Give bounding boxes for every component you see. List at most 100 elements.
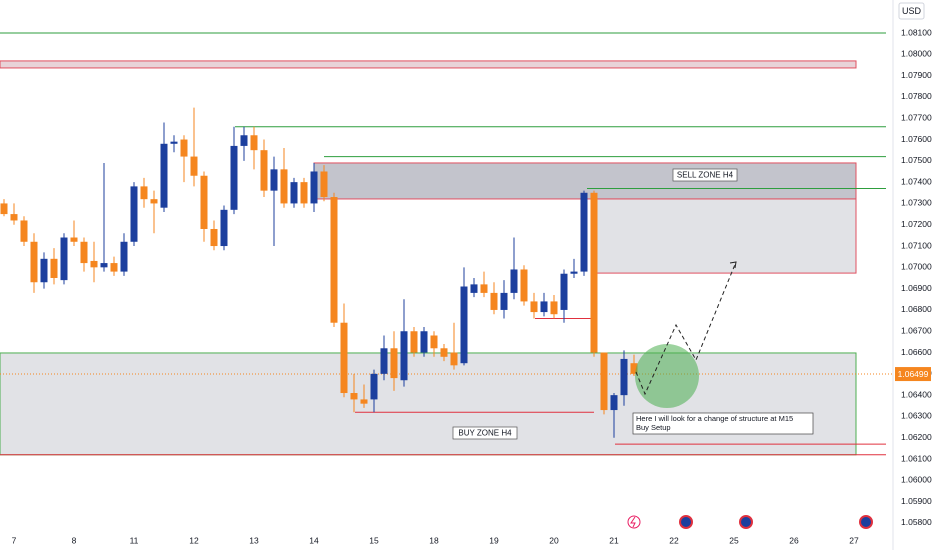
y-tick-label: 1.05900 <box>901 496 932 506</box>
event-icon-bolt <box>630 516 636 528</box>
candle-body <box>260 150 268 191</box>
candle-body <box>300 182 308 204</box>
candle-body <box>500 292 508 310</box>
candle-body <box>530 301 538 313</box>
target-circle <box>635 344 699 408</box>
marks-layer <box>0 107 638 438</box>
currency-box <box>898 2 925 20</box>
y-tick-label: 1.07700 <box>901 112 932 122</box>
candle-body <box>440 348 448 357</box>
candle-body <box>60 237 68 281</box>
x-tick-label: 13 <box>249 535 259 545</box>
candle-body <box>510 269 518 293</box>
y-tick-label: 1.07500 <box>901 155 932 165</box>
candle-body <box>370 373 378 400</box>
x-tick-label: 27 <box>849 535 859 545</box>
zones-layer: SELL ZONE H4 BUY ZONE H4 <box>0 32 893 456</box>
candle-body <box>90 260 98 268</box>
x-tick-label: 12 <box>189 535 199 545</box>
x-tick-label: 21 <box>609 535 619 545</box>
x-tick-label: 26 <box>789 535 799 545</box>
candle-body <box>400 331 408 381</box>
zone-label-box <box>452 426 518 440</box>
event-icon[interactable] <box>679 515 693 529</box>
y-tick-label: 1.06900 <box>901 283 932 293</box>
candle-body <box>540 301 548 313</box>
candle-body <box>240 135 248 146</box>
y-tick-label: 1.07300 <box>901 198 932 208</box>
x-tick-label: 25 <box>729 535 739 545</box>
y-tick-label: 1.07400 <box>901 176 932 186</box>
candle-body <box>210 228 218 247</box>
candle-body <box>330 197 338 323</box>
last-price-box <box>895 367 931 382</box>
x-tick-label: 19 <box>489 535 499 545</box>
candle-body <box>630 363 638 374</box>
annotation-box <box>632 412 814 435</box>
event-icon[interactable] <box>739 515 753 529</box>
candle-body <box>120 241 128 272</box>
zone-label-box <box>672 168 738 182</box>
y-tick-label: 1.06800 <box>901 304 932 314</box>
zone <box>0 352 857 456</box>
zone-label: BUY ZONE H4 <box>458 429 512 438</box>
candle-body <box>170 141 178 144</box>
y-tick-label: 1.07600 <box>901 134 932 144</box>
candle-body <box>580 192 588 272</box>
candle-body <box>430 335 438 349</box>
candle-body <box>20 220 28 242</box>
y-tick-label: 1.06300 <box>901 411 932 421</box>
candle-body <box>390 348 398 379</box>
candle-body <box>100 263 108 268</box>
zone <box>593 198 857 274</box>
candle-body <box>570 271 578 274</box>
candle-body <box>350 393 358 400</box>
candle-body <box>270 169 278 191</box>
currency-label: USD <box>902 6 922 16</box>
y-tick-label: 1.07800 <box>901 91 932 101</box>
candle-body <box>360 399 368 404</box>
candle-body <box>490 292 498 310</box>
candle-body <box>0 203 8 215</box>
y-tick-label: 1.08000 <box>901 49 932 59</box>
candle-body <box>610 395 618 411</box>
candle-body <box>230 145 238 210</box>
candle-body <box>80 241 88 264</box>
candle-body <box>550 301 558 315</box>
candle-body <box>10 214 18 221</box>
candle-body <box>520 269 528 302</box>
candle-body <box>470 284 478 293</box>
y-tick-label: 1.05800 <box>901 517 932 527</box>
x-tick-label: 22 <box>669 535 679 545</box>
projection-path <box>635 261 737 396</box>
y-tick-label: 1.07200 <box>901 219 932 229</box>
annotation-text: Buy Setup <box>636 423 671 432</box>
candle-body <box>220 209 228 247</box>
candle-body <box>180 139 188 157</box>
x-tick-label: 7 <box>12 535 17 545</box>
x-tick-label: 14 <box>309 535 319 545</box>
candle-body <box>450 352 458 366</box>
candle-body <box>110 263 118 272</box>
y-tick-label: 1.07000 <box>901 262 932 272</box>
y-tick-label: 1.08100 <box>901 27 932 37</box>
candle-body <box>150 199 158 204</box>
candle-body <box>380 348 388 374</box>
candle-body <box>280 169 288 204</box>
candle-body <box>130 186 138 242</box>
x-tick-label: 8 <box>72 535 77 545</box>
event-icon[interactable] <box>859 515 873 529</box>
y-tick-label: 1.07900 <box>901 70 932 80</box>
event-icon[interactable] <box>627 515 641 529</box>
y-tick-label: 1.06400 <box>901 389 932 399</box>
y-tick-label: 1.07100 <box>901 240 932 250</box>
candle-body <box>340 322 348 394</box>
candle-body <box>50 258 58 278</box>
annotation-text: Here I will look for a change of structu… <box>636 414 793 423</box>
last-price-label: 1.06499 <box>898 369 929 379</box>
candle-body <box>160 143 168 208</box>
candle-body <box>410 331 418 353</box>
zone-label: SELL ZONE H4 <box>677 171 734 180</box>
